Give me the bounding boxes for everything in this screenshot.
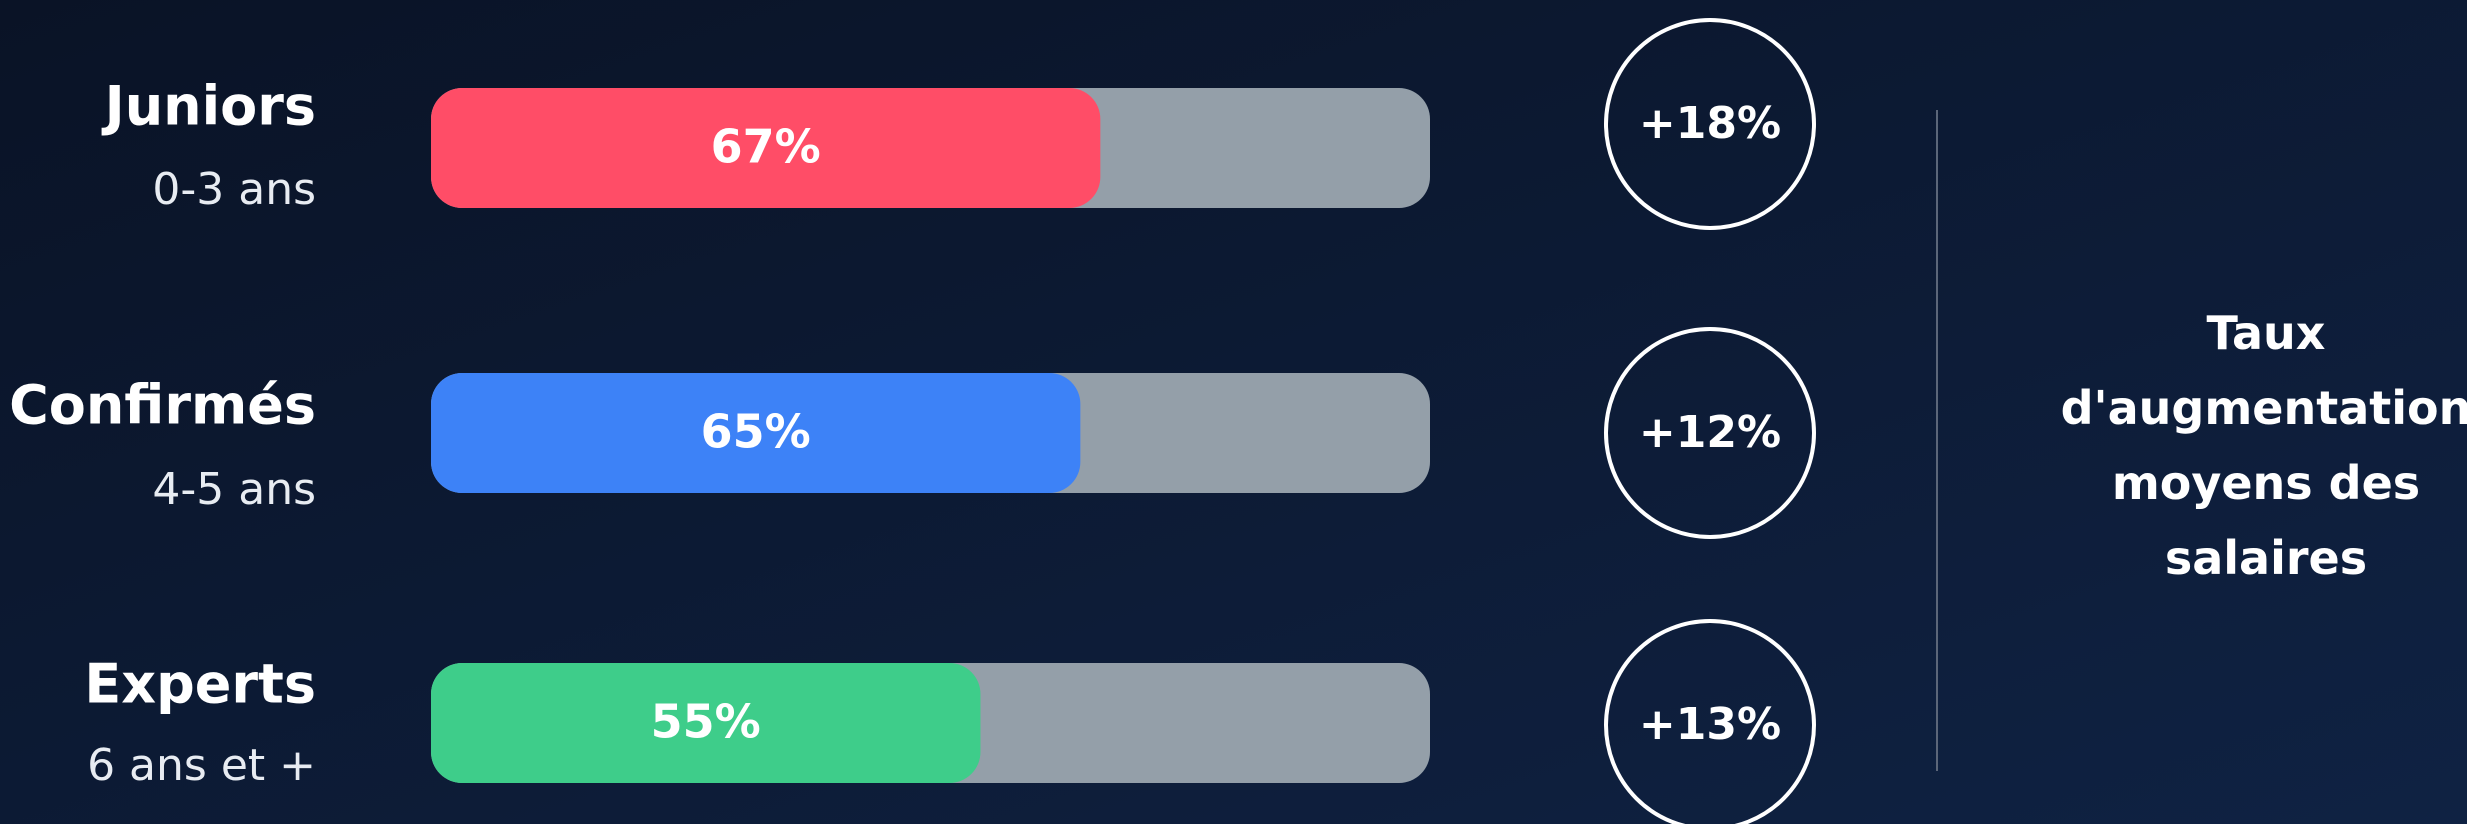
bar [431, 88, 1101, 208]
increase-circle [1604, 18, 1816, 230]
increase-label: +12% [1639, 407, 1781, 458]
bar [431, 373, 1081, 493]
category-subtitle: 4-5 ans [152, 464, 316, 515]
side-label: Taux d'augmentation moyens des salaires [2060, 306, 2467, 585]
increase-label: +13% [1639, 699, 1781, 750]
category-subtitle: 6 ans et + [87, 740, 316, 791]
bar [431, 663, 981, 783]
value-label: 67% [711, 120, 821, 174]
category-label: Confirmés [9, 374, 316, 437]
category-label: Juniors [101, 75, 316, 138]
value-label: 55% [651, 695, 761, 749]
category-subtitle: 0-3 ans [152, 164, 316, 215]
category-label: Experts [84, 653, 316, 716]
increase-label: +18% [1639, 98, 1781, 149]
side-label-box: Taux d'augmentation moyens des salaires [2060, 306, 2467, 585]
increase-circle [1604, 619, 1816, 824]
value-label: 65% [701, 405, 811, 459]
increase-circle [1604, 327, 1816, 539]
